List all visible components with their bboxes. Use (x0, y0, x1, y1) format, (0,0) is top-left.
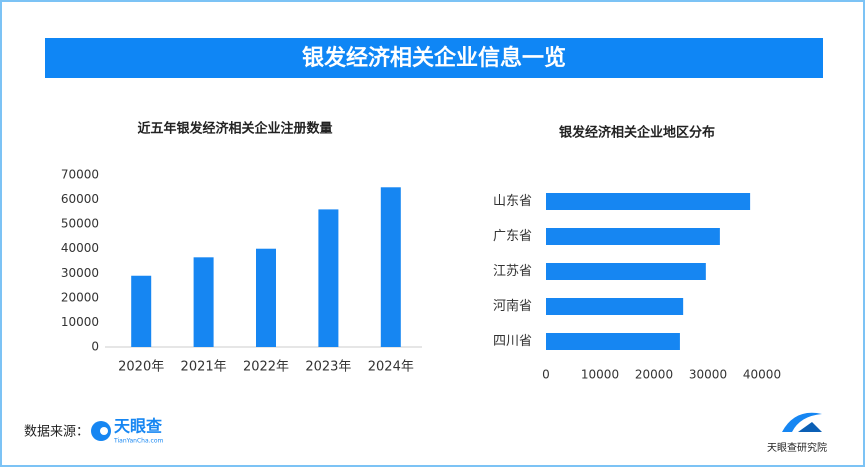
x-tick-label: 2023年 (305, 360, 351, 375)
brand-logo (798, 422, 822, 432)
y-tick-label: 广东省 (493, 229, 532, 244)
banner (45, 38, 823, 78)
y-tick-label: 江苏省 (493, 263, 532, 279)
bar (131, 275, 152, 347)
x-tick-label: 2024年 (368, 360, 414, 375)
x-tick-label: 20000 (635, 368, 673, 382)
y-tick-label: 0 (91, 340, 99, 354)
x-tick-label: 10000 (581, 368, 619, 382)
page-title: 银发经济相关企业信息一览 (302, 45, 566, 71)
y-tick-label: 50000 (61, 217, 99, 231)
source-label: 数据来源： (24, 425, 89, 440)
y-tick-label: 60000 (61, 192, 99, 206)
bar (546, 333, 680, 350)
bar (193, 257, 214, 347)
chart-title: 近五年银发经济相关企业注册数量 (137, 121, 332, 137)
y-tick-label: 70000 (61, 168, 99, 182)
y-tick-label: 40000 (61, 241, 99, 255)
x-tick-label: 2020年 (118, 360, 164, 375)
source-url: TianYanCha.com (113, 438, 163, 445)
y-tick-label: 河南省 (493, 298, 532, 314)
brand: 天眼查研究院 (767, 441, 827, 454)
bar (546, 193, 751, 210)
x-tick-label: 2022年 (243, 360, 289, 375)
bar (546, 228, 720, 245)
y-tick-label: 山东省 (493, 194, 532, 209)
source-logo: 天眼查 (114, 417, 162, 436)
y-tick-label: 30000 (61, 266, 99, 280)
bar (380, 187, 401, 347)
x-tick-label: 0 (542, 368, 550, 382)
bar (318, 209, 339, 347)
x-tick-label: 30000 (689, 368, 727, 382)
x-tick-label: 2021年 (181, 360, 227, 375)
source-logo-icon (100, 427, 108, 435)
bar (546, 298, 684, 315)
bar (256, 248, 276, 347)
y-tick-label: 20000 (61, 290, 99, 304)
x-tick-label: 40000 (743, 368, 781, 382)
chart-title: 银发经济相关企业地区分布 (559, 125, 715, 141)
y-tick-label: 四川省 (493, 334, 532, 349)
y-tick-label: 10000 (61, 315, 99, 329)
bar (546, 263, 706, 280)
brand-logo (782, 412, 822, 432)
